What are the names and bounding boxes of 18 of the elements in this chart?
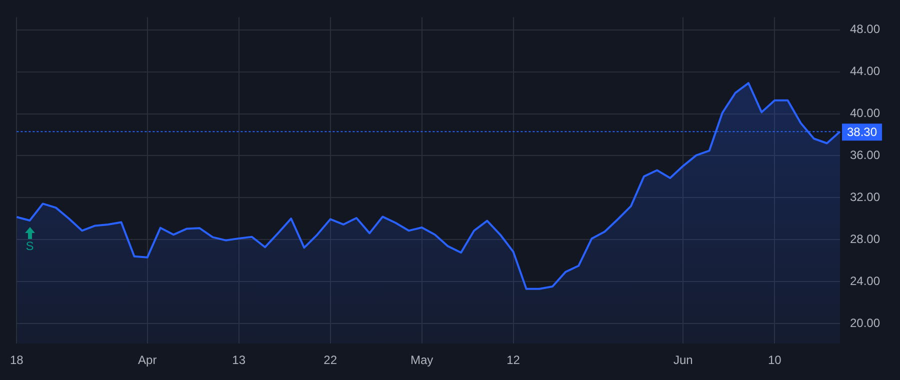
x-tick-label: May [410,353,434,368]
y-tick-label: 24.00 [850,274,880,288]
y-tick-label: 20.00 [850,316,880,330]
y-tick-label: 44.00 [850,64,880,78]
x-tick-label: Jun [673,353,693,368]
y-tick-label: 36.00 [850,148,880,162]
y-tick-label: 40.00 [850,106,880,120]
x-tick-label: 13 [232,353,246,368]
x-tick-label: 18 [10,353,24,368]
y-tick-label: 48.00 [850,22,880,36]
annotation: S [26,239,34,254]
x-tick-label: 22 [324,353,338,368]
x-tick-label: Apr [138,353,157,368]
x-tick-label: 10 [768,353,782,368]
y-tick-label: 28.00 [850,232,880,246]
x-tick-label: 12 [506,353,520,368]
ref-line-label: 38.30 [847,124,878,139]
y-tick-label: 32.00 [850,190,880,204]
